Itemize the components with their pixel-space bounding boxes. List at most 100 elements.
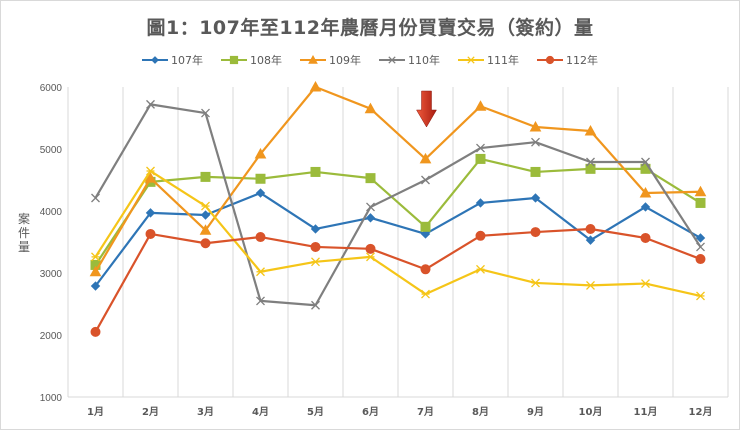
legend-label: 109年: [329, 54, 361, 67]
triangle-marker-icon: [474, 100, 487, 111]
star-marker-icon: [91, 252, 100, 262]
circle-marker-icon: [695, 254, 706, 265]
square-marker-icon: [530, 166, 541, 177]
star-marker-icon: [366, 252, 375, 262]
star-marker-icon: [467, 56, 475, 64]
diamond-marker-icon: [90, 281, 101, 291]
legend-swatch-icon: [379, 56, 405, 64]
legend-item: 108年: [221, 52, 282, 68]
legend-item: 112年: [537, 52, 598, 68]
x-marker-icon: [256, 296, 265, 306]
circle-marker-icon: [475, 230, 486, 241]
x-tick-label: 4月: [252, 406, 269, 418]
star-marker-icon: [476, 264, 485, 274]
triangle-marker-icon: [199, 224, 212, 235]
triangle-marker-icon: [309, 80, 322, 92]
legend-swatch-icon: [300, 55, 326, 64]
series-line: [94, 227, 701, 333]
y-axis-label-char: 案: [17, 212, 30, 226]
chart-title: 圖1：107年至112年農曆月份買賣交易（簽約）量: [146, 17, 594, 39]
circle-marker-icon: [545, 55, 555, 65]
x-tick-label: 9月: [527, 406, 544, 418]
square-marker-icon: [585, 163, 596, 174]
y-tick-label: 1000: [40, 393, 63, 404]
star-marker-icon: [641, 279, 650, 288]
y-axis-label-char: 量: [17, 240, 30, 254]
x-marker-icon: [476, 143, 485, 153]
series-line: [94, 157, 702, 266]
star-marker-icon: [586, 280, 595, 290]
triangle-marker-icon: [364, 102, 377, 114]
diamond-marker-icon: [310, 224, 321, 234]
diamond-marker-icon: [255, 188, 266, 198]
star-marker-icon: [256, 267, 265, 277]
legend-label: 110年: [408, 54, 440, 67]
arrow-down-icon: [416, 90, 437, 128]
legend-swatch-icon: [458, 56, 484, 64]
x-marker-icon: [388, 56, 396, 64]
triangle-marker-icon: [584, 124, 597, 136]
triangle-marker-icon: [694, 185, 707, 197]
y-tick-label: 6000: [40, 83, 63, 94]
square-marker-icon: [255, 173, 266, 184]
x-marker-icon: [696, 242, 705, 252]
diamond-marker-icon: [695, 233, 706, 243]
series-111年: [91, 166, 705, 301]
diamond-marker-icon: [530, 193, 541, 203]
diamond-marker-icon: [585, 235, 596, 245]
x-marker-icon: [531, 137, 540, 147]
square-marker-icon: [310, 166, 321, 177]
star-marker-icon: [146, 166, 155, 176]
series-line: [94, 191, 702, 287]
triangle-marker-icon: [308, 55, 318, 64]
diamond-marker-icon: [151, 56, 159, 64]
x-tick-label: 7月: [417, 406, 434, 418]
legend-swatch-icon: [142, 56, 168, 64]
circle-marker-icon: [530, 227, 541, 238]
legend-label: 107年: [171, 54, 203, 67]
circle-marker-icon: [585, 223, 596, 234]
series-line: [94, 103, 702, 307]
diamond-marker-icon: [200, 210, 211, 220]
y-axis-label: 案 件 量: [17, 212, 31, 254]
triangle-marker-icon: [89, 265, 102, 277]
x-marker-icon: [146, 99, 155, 109]
star-marker-icon: [531, 278, 540, 288]
square-marker-icon: [229, 55, 239, 65]
circle-marker-icon: [640, 232, 651, 243]
series-110年: [91, 99, 705, 310]
series-112年: [90, 223, 706, 337]
x-tick-label: 8月: [472, 406, 489, 418]
diamond-marker-icon: [640, 202, 651, 212]
star-marker-icon: [696, 291, 705, 301]
square-marker-icon: [420, 221, 431, 232]
y-tick-label: 3000: [40, 269, 63, 280]
circle-marker-icon: [145, 228, 156, 239]
series-107年: [90, 188, 706, 291]
series-line: [94, 169, 701, 298]
x-marker-icon: [311, 300, 320, 310]
x-tick-label: 1月: [87, 406, 104, 418]
triangle-marker-icon: [529, 120, 542, 132]
diamond-marker-icon: [145, 208, 156, 218]
circle-marker-icon: [420, 264, 431, 275]
x-marker-icon: [586, 157, 595, 167]
x-marker-icon: [91, 193, 100, 203]
square-marker-icon: [365, 173, 376, 184]
triangle-marker-icon: [639, 186, 652, 198]
legend-item: 107年: [142, 52, 203, 68]
x-tick-label: 5月: [307, 406, 324, 418]
legend-item: 110年: [379, 52, 440, 68]
star-marker-icon: [201, 201, 210, 211]
x-marker-icon: [641, 157, 650, 167]
square-marker-icon: [200, 171, 211, 182]
legend: 107年 108年 109年 110年 111年 112年: [0, 52, 740, 68]
square-marker-icon: [475, 153, 486, 164]
square-marker-icon: [695, 197, 706, 208]
legend-swatch-icon: [221, 55, 247, 65]
circle-marker-icon: [255, 232, 266, 243]
x-tick-label: 12月: [689, 406, 713, 418]
diamond-marker-icon: [475, 198, 486, 208]
legend-item: 109年: [300, 52, 361, 68]
